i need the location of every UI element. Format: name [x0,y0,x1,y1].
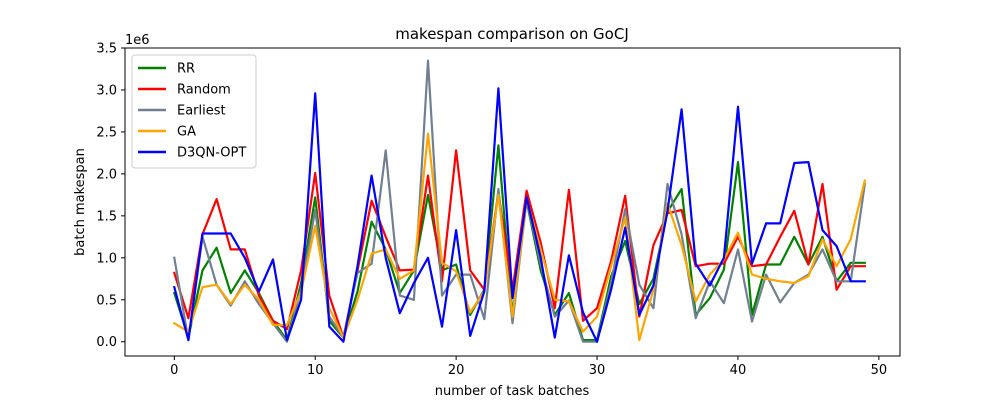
x-tick-label: 0 [170,363,178,378]
x-tick-label: 20 [448,363,465,378]
y-tick-label: 1.0 [96,251,117,266]
y-tick-label: 1.5 [96,209,117,224]
y-tick-label: 3.0 [96,83,117,98]
legend-box [131,54,257,169]
series-layer [172,59,867,343]
legend: RR Random Earliest GA D3QN-OPT [131,54,257,169]
y-offset-label: 1e6 [125,33,150,48]
y-tick-label: 2.0 [96,167,117,182]
legend-label: GA [177,125,196,140]
series-line-d3qn-opt [172,87,866,343]
x-tick-label: 40 [730,363,747,378]
x-tick-label: 30 [589,363,606,378]
x-axis-label: number of task batches [435,384,590,399]
series-line-ga [172,132,867,342]
y-tick-label: 2.5 [96,125,117,140]
y-tick-label: 0.5 [96,293,117,308]
chart-title: makespan comparison on GoCJ [395,25,629,43]
legend-label: Earliest [177,104,226,119]
y-tick-label: 0.0 [96,335,117,350]
y-tick-label: 3.5 [96,42,117,57]
x-tick-label: 10 [307,363,324,378]
legend-label: Random [177,83,231,98]
x-tick-label: 50 [871,363,888,378]
ticks-layer: 0 10 20 30 40 50 0.0 0.5 1.0 1.5 2.0 2.5 3.0 3.5 [96,42,887,379]
y-axis-label: batch makespan [73,148,88,256]
plot-frame [124,47,901,357]
legend-label: RR [177,62,195,77]
legend-label: D3QN-OPT [177,146,246,161]
